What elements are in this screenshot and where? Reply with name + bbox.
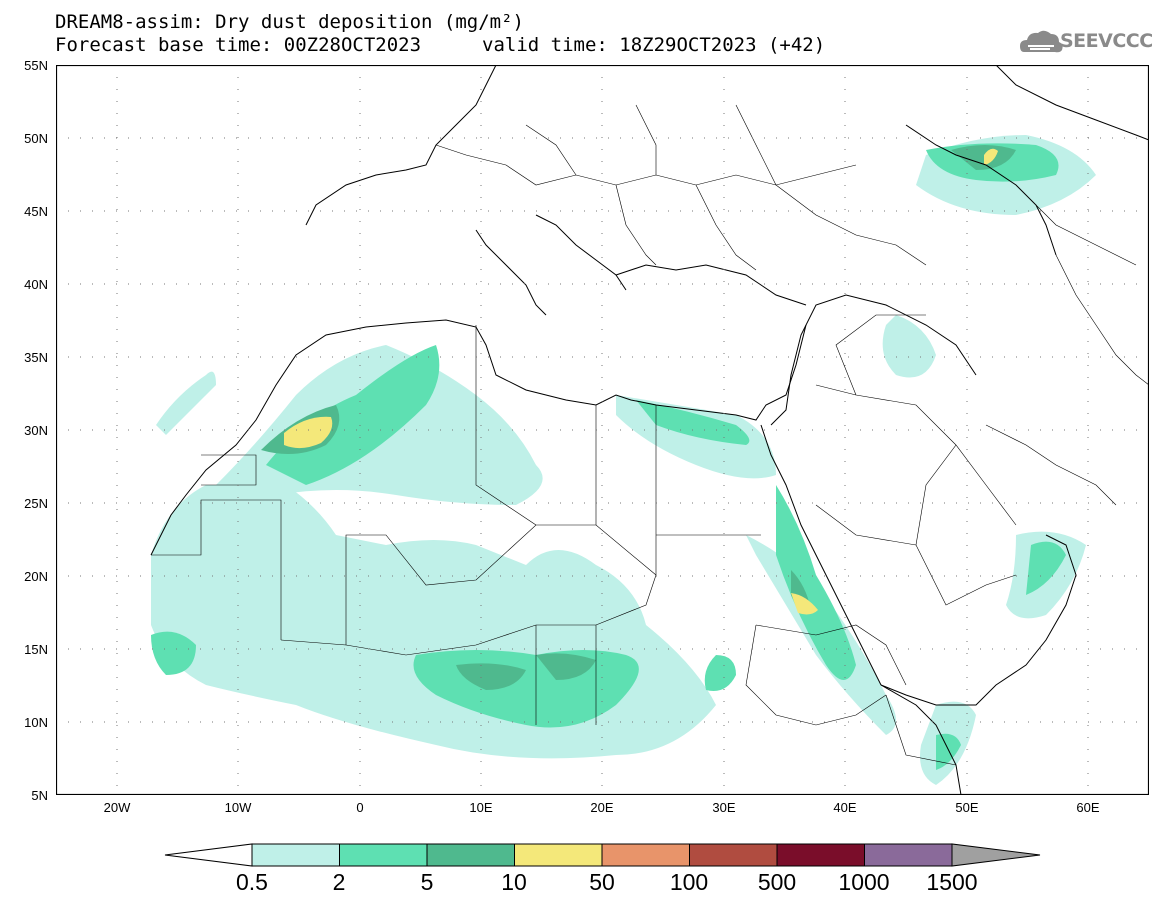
- lat-tick-label: 30N: [24, 423, 48, 438]
- colorbar-label: 10: [501, 869, 527, 895]
- lat-tick-label: 5N: [31, 788, 48, 803]
- colorbar-label: 2: [332, 869, 346, 895]
- coastlines: [150, 65, 1149, 795]
- colorbar-swatch: [514, 843, 603, 867]
- lat-tick-label: 50N: [24, 131, 48, 146]
- lon-tick-label: 20E: [590, 800, 614, 815]
- lat-tick-label: 35N: [24, 350, 48, 365]
- logo-text: SEEVCCC: [1060, 30, 1153, 52]
- colorbar: [164, 843, 1041, 867]
- colorbar-over-triangle: [951, 843, 1041, 867]
- lon-tick-label: 0: [356, 800, 364, 815]
- colorbar-swatch: [776, 843, 865, 867]
- colorbar-swatch: [689, 843, 778, 867]
- cloud-logo-icon: [1020, 30, 1063, 53]
- colorbar-label: 0.5: [236, 869, 268, 895]
- colorbar-label: 1500: [926, 869, 978, 895]
- colorbar-under-triangle: [164, 843, 253, 867]
- colorbar-swatch: [339, 843, 428, 867]
- lat-tick-label: 10N: [24, 715, 48, 730]
- lat-tick-label: 25N: [24, 496, 48, 511]
- colorbar-swatch: [864, 843, 953, 867]
- lon-tick-label: 10W: [224, 800, 252, 815]
- colorbar-swatch: [601, 843, 690, 867]
- colorbar-swatch: [251, 843, 340, 867]
- colorbar-label: 100: [669, 869, 709, 895]
- lat-tick-label: 20N: [24, 569, 48, 584]
- map-title: DREAM8-assim: Dry dust deposition (mg/m²…: [55, 11, 524, 33]
- colorbar-label: 500: [757, 869, 797, 895]
- lon-tick-label: 30E: [712, 800, 736, 815]
- forecast-base-time: Forecast base time: 00Z28OCT2023: [55, 34, 422, 56]
- lon-tick-label: 60E: [1076, 800, 1100, 815]
- lon-tick-label: 20W: [103, 800, 131, 815]
- lat-tick-label: 40N: [24, 277, 48, 292]
- country-borders: [151, 104, 1149, 766]
- lat-tick-label: 15N: [24, 642, 48, 657]
- lat-tick-label: 45N: [24, 204, 48, 219]
- valid-time: valid time: 18Z29OCT2023 (+42): [482, 34, 826, 56]
- map-frame: [56, 65, 1149, 795]
- colorbar-label: 5: [420, 869, 434, 895]
- lon-tick-label: 50E: [955, 800, 979, 815]
- colorbar-label: 50: [589, 869, 615, 895]
- colorbar-label: 1000: [838, 869, 890, 895]
- lon-tick-label: 10E: [469, 800, 493, 815]
- lat-tick-label: 55N: [24, 58, 48, 73]
- colorbar-swatch: [426, 843, 515, 867]
- dust-shading-high: [284, 148, 998, 615]
- lon-tick-label: 40E: [833, 800, 857, 815]
